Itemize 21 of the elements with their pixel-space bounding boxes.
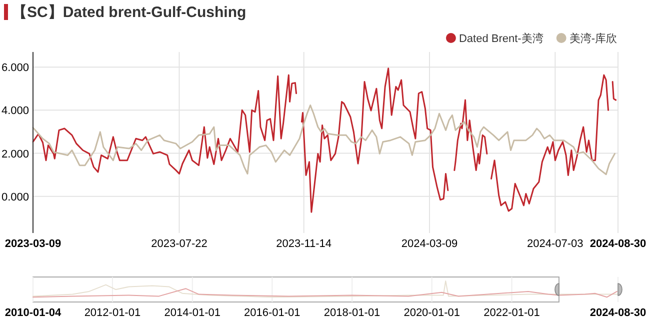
y-tick-label: 0.000 <box>1 191 29 204</box>
legend-label: Dated Brent-美湾 <box>458 32 544 45</box>
x-tick-label: 2024-08-30 <box>590 307 646 319</box>
x-tick-label: 2014-01-01 <box>164 307 221 319</box>
x-tick-label: 2022-01-01 <box>484 307 540 319</box>
y-tick-label: 4.000 <box>1 105 29 118</box>
chart-title: 【SC】Dated brent-Gulf-Cushing <box>12 4 246 21</box>
x-tick-label: 2023-03-09 <box>4 238 62 250</box>
y-tick-label: 2.000 <box>1 148 29 160</box>
y-tick-label: 6.000 <box>1 62 29 74</box>
legend-label: 美湾-库欣 <box>569 32 617 45</box>
x-tick-label: 2024-03-09 <box>401 238 458 250</box>
x-tick-label: 2010-01-04 <box>4 307 62 319</box>
x-tick-label: 2023-11-14 <box>276 238 332 250</box>
x-tick-label: 2012-01-01 <box>84 307 141 319</box>
x-tick-label: 2016-01-01 <box>244 307 300 319</box>
x-tick-label: 2023-07-22 <box>151 238 208 250</box>
x-tick-label: 2020-01-01 <box>404 307 460 319</box>
x-tick-label: 2024-07-03 <box>527 238 584 250</box>
x-tick-label: 2024-08-30 <box>590 238 646 250</box>
x-tick-label: 2018-01-01 <box>324 307 380 319</box>
